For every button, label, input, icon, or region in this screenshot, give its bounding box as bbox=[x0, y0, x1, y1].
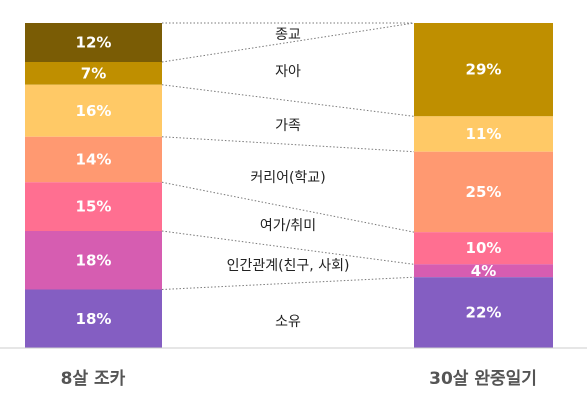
category-label: 커리어(학교) bbox=[250, 170, 325, 186]
bar-segment bbox=[25, 231, 162, 290]
data-label: 18% bbox=[76, 310, 112, 328]
data-label: 15% bbox=[76, 198, 112, 216]
category-label: 인간관계(친구, 사회) bbox=[227, 258, 350, 274]
bar-segment bbox=[414, 23, 553, 117]
category-label: 자아 bbox=[275, 64, 301, 80]
connector-line bbox=[161, 230, 415, 265]
bar-segment bbox=[25, 136, 162, 183]
category-label: 소유 bbox=[275, 314, 301, 330]
left-column-label: 8살 조카 bbox=[61, 369, 126, 389]
right-column-label: 30살 완중일기 bbox=[429, 369, 537, 389]
bar-segment bbox=[25, 182, 162, 231]
bar-segment bbox=[414, 264, 553, 278]
bar-segment bbox=[25, 84, 162, 137]
connector-line bbox=[161, 276, 415, 290]
data-label: 25% bbox=[466, 183, 502, 201]
bar-segment bbox=[414, 232, 553, 265]
bar-segment bbox=[25, 62, 162, 85]
connector-line bbox=[161, 136, 415, 153]
bar-segments: 12% 7% 16% 14% 15% 18% 18% 29% 11% 25% 10% 4% 22% bbox=[25, 23, 553, 348]
data-label: 11% bbox=[466, 125, 502, 143]
connector-lines bbox=[161, 22, 415, 290]
connector-line bbox=[161, 22, 415, 63]
category-label: 여가/취미 bbox=[260, 218, 316, 234]
data-label: 7% bbox=[81, 64, 106, 82]
data-label: 4% bbox=[471, 262, 496, 280]
data-label: 10% bbox=[466, 239, 502, 257]
bar-segment bbox=[414, 151, 553, 233]
data-label: 22% bbox=[466, 304, 502, 322]
category-label: 가족 bbox=[275, 118, 301, 134]
bar-segment bbox=[25, 289, 162, 348]
connector-line bbox=[161, 84, 415, 117]
bar-segment bbox=[414, 277, 553, 348]
data-label: 16% bbox=[76, 102, 112, 120]
bar-segment bbox=[414, 116, 553, 152]
category-label: 종교 bbox=[275, 27, 301, 43]
bar-segment bbox=[25, 23, 162, 62]
data-label: 12% bbox=[76, 34, 112, 52]
data-label: 18% bbox=[76, 251, 112, 269]
data-label: 14% bbox=[76, 151, 112, 169]
connector-line bbox=[161, 181, 415, 233]
data-label: 29% bbox=[466, 61, 502, 79]
